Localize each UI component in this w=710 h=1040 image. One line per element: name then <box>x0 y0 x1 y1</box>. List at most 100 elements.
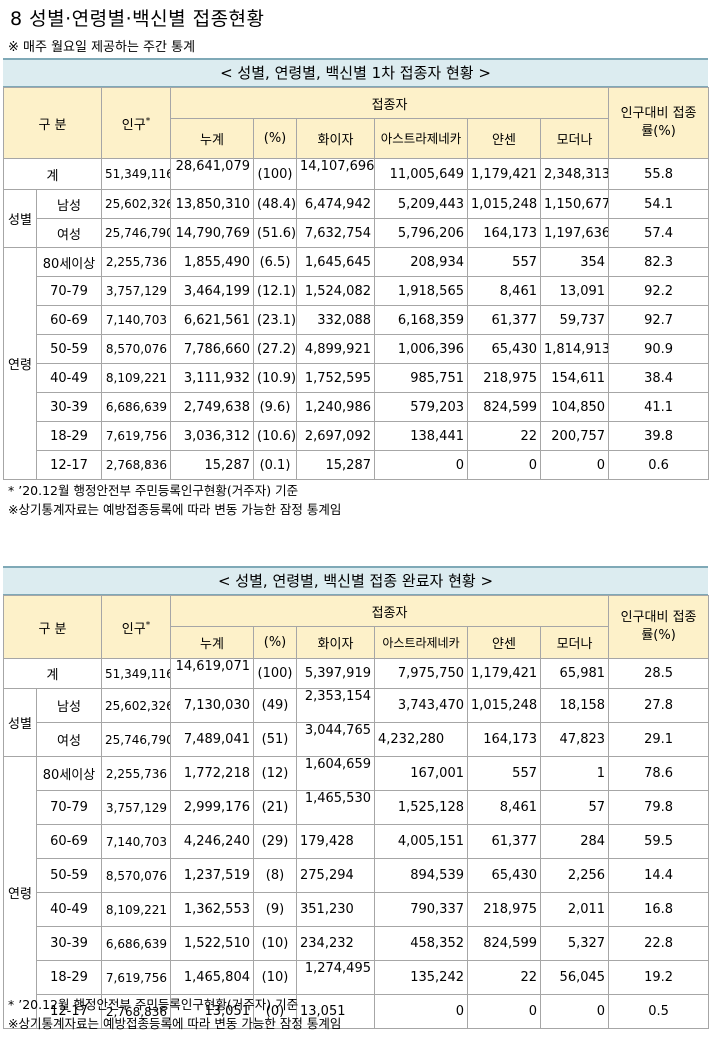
row-label: 여성 <box>36 218 102 248</box>
astrazeneca-cell: 0 <box>374 994 468 1029</box>
moderna-cell: 65,981 <box>539 658 610 689</box>
table-row: 성별 남성 25,602,326 13,850,310 (48.4) 6,474,942 5… <box>3 189 710 248</box>
table-row: 60-69 7,140,703 4,246,240 (29) 179,428 4,005,… <box>4 824 710 859</box>
moderna-cell: 5,327 <box>539 926 610 961</box>
percent-cell: (12.1) <box>253 276 297 306</box>
table-row: 40-49 8,109,221 3,111,932 (10.9) 1,752,595 98… <box>4 363 710 393</box>
rate-cell: 16.8 <box>608 892 710 927</box>
janssen-cell: 1,015,248 <box>467 189 541 219</box>
population-cell: 2,768,836 <box>101 994 171 1029</box>
rate-cell: 90.9 <box>608 334 710 364</box>
moderna-cell: 59,737 <box>539 305 610 335</box>
percent-cell: (100) <box>253 158 297 190</box>
percent-cell: (51.6) <box>253 218 297 248</box>
astrazeneca-cell: 6,168,359 <box>374 305 468 335</box>
vaccinated-header: 접종자 <box>169 595 610 627</box>
moderna-cell: 200,757 <box>539 421 610 451</box>
population-cell: 3,757,129 <box>101 276 171 306</box>
pfizer-header: 화이자 <box>296 626 375 659</box>
astrazeneca-cell: 138,441 <box>374 421 468 451</box>
astrazeneca-cell: 4,005,151 <box>374 824 468 859</box>
population-cell: 8,570,076 <box>101 858 171 893</box>
astrazeneca-cell: 1,918,565 <box>374 276 468 306</box>
complete-dose-body: 계 51,349,116 14,619,071 (100) 5,397,919 7,975… <box>3 658 710 1029</box>
pfizer-cell: 15,287 <box>296 450 375 480</box>
table-row: 12-17 2,768,836 13,051 (0) 13,051 0 0 0 0.5 <box>4 994 710 1029</box>
first-dose-table: 구 분 인구* 접종자 인구대비 접종 률(%) 누계 (%) 화이자 아스트라제… <box>3 87 710 480</box>
astrazeneca-cell: 5,796,206 <box>374 218 468 248</box>
moderna-cell: 47,823 <box>539 722 610 757</box>
population-cell: 8,109,221 <box>101 892 171 927</box>
cumulative-cell: 7,786,660 <box>170 334 254 364</box>
pfizer-cell: 1,274,495 <box>296 960 375 995</box>
population-header: 인구* <box>101 87 171 159</box>
rate-cell: 92.7 <box>608 305 710 335</box>
population-cell: 6,686,639 <box>101 392 171 422</box>
rate-header: 인구대비 접종 률(%) <box>608 595 710 659</box>
row-label: 18-29 <box>36 421 102 451</box>
cumulative-cell: 3,111,932 <box>170 363 254 393</box>
percent-cell: (27.2) <box>253 334 297 364</box>
row-label: 30-39 <box>36 926 102 961</box>
weekly-note: ※ 매주 월요일 제공하는 주간 통계 <box>8 40 196 55</box>
astrazeneca-cell: 167,001 <box>374 756 468 791</box>
rate-cell: 22.8 <box>608 926 710 961</box>
table-row: 30-39 6,686,639 1,522,510 (10) 234,232 458,35… <box>4 926 710 961</box>
population-cell: 7,140,703 <box>101 305 171 335</box>
moderna-cell: 13,091 <box>539 276 610 306</box>
pfizer-cell: 234,232 <box>296 926 375 961</box>
cumulative-cell: 1,362,553 <box>170 892 254 927</box>
population-cell: 2,768,836 <box>101 450 171 480</box>
astrazeneca-cell: 579,203 <box>374 392 468 422</box>
table-row: 18-29 7,619,756 3,036,312 (10.6) 2,697,092 13… <box>4 421 710 451</box>
janssen-cell: 8,461 <box>467 276 541 306</box>
table-row: 계 51,349,116 14,619,071 (100) 5,397,919 7,975… <box>3 658 710 689</box>
footnotes: * ’20.12월 행정안전부 주민등록인구현황(거주자) 기준 ※상기통계자료… <box>8 995 341 1033</box>
footnote-1: * ’20.12월 행정안전부 주민등록인구현황(거주자) 기준 <box>8 483 299 498</box>
percent-cell: (100) <box>253 658 297 689</box>
pfizer-cell: 1,465,530 <box>296 790 375 825</box>
complete-dose-table: 구 분 인구* 접종자 인구대비 접종 률(%) 누계 (%) 화이자 아스트라제… <box>3 595 710 1029</box>
pfizer-cell: 14,107,696 <box>296 158 375 190</box>
footnote-1: * ’20.12월 행정안전부 주민등록인구현황(거주자) 기준 <box>8 997 299 1012</box>
rate-cell: 0.5 <box>608 994 710 1029</box>
astrazeneca-cell: 208,934 <box>374 247 468 277</box>
pfizer-cell: 1,524,082 <box>296 276 375 306</box>
pfizer-cell: 6,474,942 <box>296 189 375 219</box>
row-label: 남성 <box>36 688 102 723</box>
population-cell: 2,255,736 <box>101 756 171 791</box>
row-label: 18-29 <box>36 960 102 995</box>
row-label: 12-17 <box>36 450 102 480</box>
population-cell: 6,686,639 <box>101 926 171 961</box>
population-cell: 8,570,076 <box>101 334 171 364</box>
population-cell: 7,140,703 <box>101 824 171 859</box>
first-dose-body: 계 51,349,116 28,641,079 (100) 14,107,696 11,0… <box>3 158 710 480</box>
astrazeneca-header: 아스트라제네카 <box>374 626 468 659</box>
janssen-cell: 164,173 <box>467 218 541 248</box>
population-cell: 7,619,756 <box>101 960 171 995</box>
table-row: 여성 25,746,790 7,489,041 (51) 3,044,765 4,232,… <box>4 722 710 757</box>
percent-cell: (10) <box>253 926 297 961</box>
moderna-cell: 0 <box>539 994 610 1029</box>
astrazeneca-cell: 458,352 <box>374 926 468 961</box>
row-label: 80세이상 <box>36 247 102 277</box>
moderna-cell: 1,197,636 <box>539 218 610 248</box>
row-label: 50-59 <box>36 858 102 893</box>
cumulative-cell: 6,621,561 <box>170 305 254 335</box>
astrazeneca-cell: 4,232,280 <box>374 722 468 757</box>
percent-cell: (51) <box>253 722 297 757</box>
janssen-cell: 824,599 <box>467 926 541 961</box>
percent-cell: (0) <box>253 994 297 1029</box>
row-label: 계 <box>3 658 102 689</box>
table-row: 여성 25,746,790 14,790,769 (51.6) 7,632,754 5,7… <box>4 218 710 248</box>
astrazeneca-cell: 985,751 <box>374 363 468 393</box>
percent-cell: (6.5) <box>253 247 297 277</box>
rate-cell: 57.4 <box>608 218 710 248</box>
pfizer-cell: 1,645,645 <box>296 247 375 277</box>
population-cell: 51,349,116 <box>101 658 171 689</box>
janssen-cell: 8,461 <box>467 790 541 825</box>
population-cell: 25,602,326 <box>101 189 171 219</box>
table-row: 연령 80세이상 2,255,736 1,855,490 (6.5) 1,645,645 2… <box>3 247 710 480</box>
rate-cell: 82.3 <box>608 247 710 277</box>
table-row: 50-59 8,570,076 7,786,660 (27.2) 4,899,921 1,… <box>4 334 710 364</box>
